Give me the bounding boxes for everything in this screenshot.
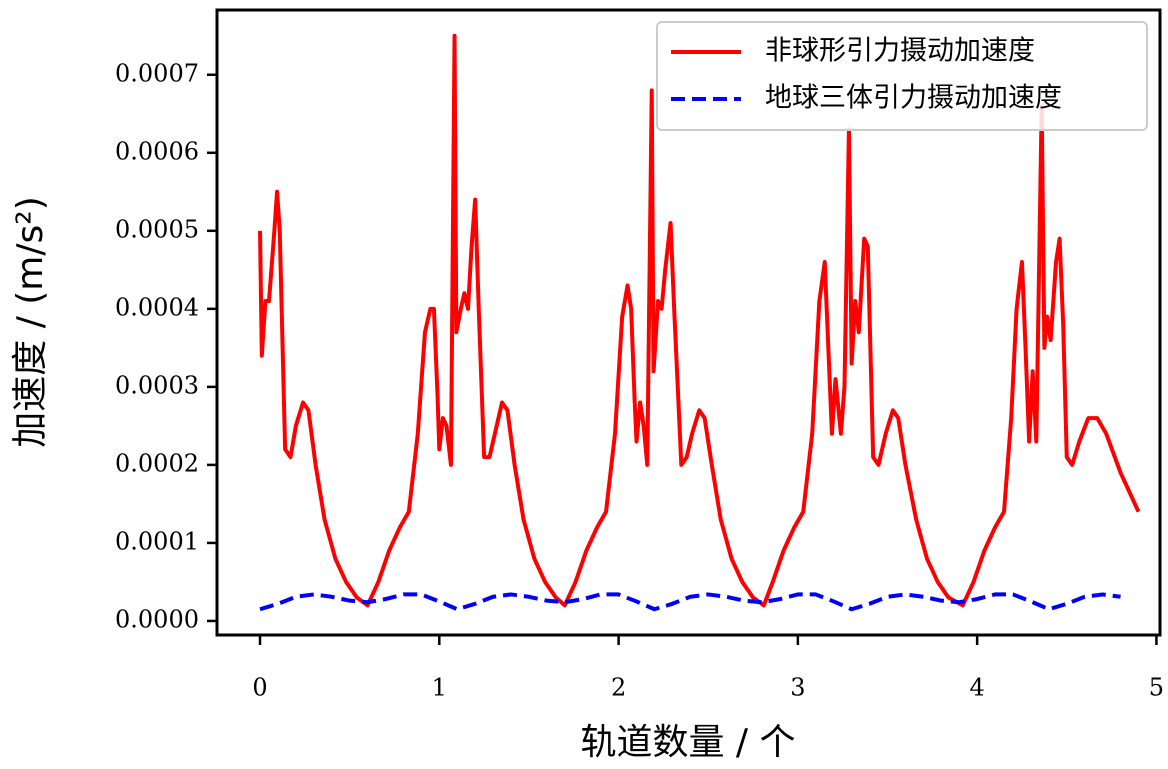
y-tick-label: 0.0002 [115, 449, 199, 477]
x-tick-label: 4 [969, 674, 984, 702]
x-tick-label: 5 [1149, 674, 1164, 702]
y-tick-label: 0.0005 [115, 215, 199, 243]
y-tick-label: 0.0001 [115, 527, 199, 555]
legend-label: 地球三体引力摄动加速度 [765, 83, 1062, 114]
y-tick-label: 0.0000 [115, 605, 199, 633]
x-tick-label: 2 [611, 674, 626, 702]
plot-frame [215, 8, 1162, 637]
legend-box [656, 21, 1148, 131]
x-tick-label: 1 [432, 674, 447, 702]
series-line [259, 592, 1121, 612]
legend-label: 非球形引力摄动加速度 [765, 36, 1035, 67]
series-line [258, 33, 1141, 608]
x-tick-label: 0 [252, 674, 267, 702]
y-tick-label: 0.0006 [115, 137, 199, 165]
y-tick-label: 0.0004 [115, 293, 199, 321]
x-tick-label: 3 [790, 674, 805, 702]
y-axis-label: 加速度 / (m/s²) [10, 196, 51, 448]
x-axis-label: 轨道数量 / 个 [580, 722, 795, 763]
y-tick-label: 0.0007 [115, 59, 199, 87]
y-tick-label: 0.0003 [115, 371, 199, 399]
